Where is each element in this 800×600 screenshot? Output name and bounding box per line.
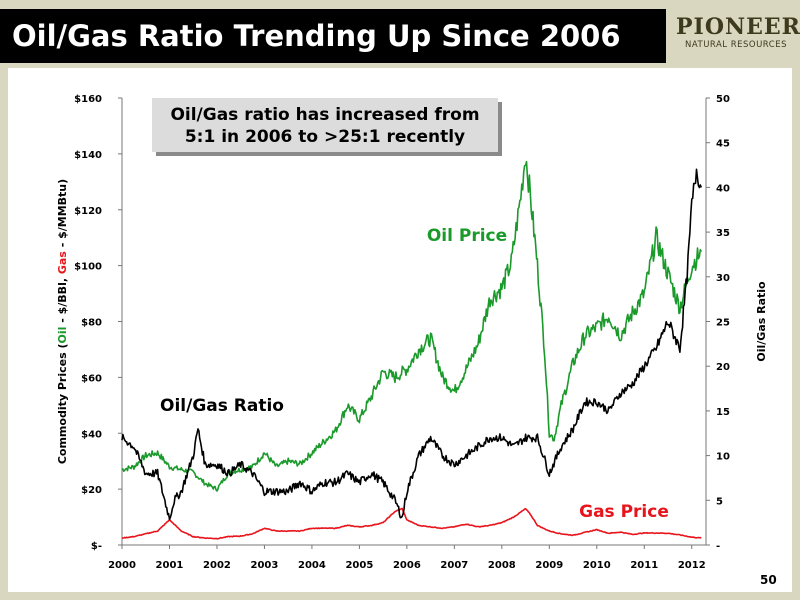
label-gas-price: Gas Price [579,502,669,522]
title-bar: Oil/Gas Ratio Trending Up Since 2006 [0,9,666,63]
page-number: 50 [760,573,777,587]
y-axis-right-title: Oil/Gas Ratio [755,281,768,362]
callout-background [152,98,498,152]
y-right-tick-label: 40 [716,183,730,194]
x-tick-label: 2010 [583,560,611,571]
y-axis-left-title: Commodity Prices (Oil - $/BBl, Gas - $/M… [56,179,69,464]
x-tick-label: 2007 [440,560,468,571]
x-tick-label: 2004 [298,560,326,571]
y-right-tick-label: 50 [716,94,730,105]
y-right-tick-label: 5 [716,496,723,507]
callout-line: Oil/Gas ratio has increased from [170,105,479,125]
x-tick-label: 2012 [678,560,706,571]
x-tick-label: 2001 [156,560,184,571]
y-left-tick-label: $- [91,541,102,552]
company-logo: PIONEER NATURAL RESOURCES [676,14,800,50]
y-right-tick-label: 45 [716,139,730,150]
y-axis-left-title-part: - $/MMBtu) [56,179,69,251]
x-tick-label: 2008 [488,560,516,571]
y-right-tick-label: 25 [716,318,730,329]
y-right-tick-label: 15 [716,407,730,418]
chart-series [121,160,703,540]
y-left-tick-label: $60 [81,373,102,384]
y-left-tick-label: $100 [74,262,102,273]
y-left-tick-label: $80 [81,318,102,329]
x-tick-label: 2011 [630,560,658,571]
y-right-tick-label: 30 [716,273,730,284]
chart-axes: $- $20 $40 $60 $80 $100 $120 $140 $160 - 5 10 15 20 25… [74,94,730,571]
x-tick-label: 2002 [203,560,231,571]
y-left-tick-label: $20 [81,485,102,496]
y-left-tick-label: $40 [81,429,102,440]
x-tick-label: 2000 [108,560,136,571]
logo-subtitle: NATURAL RESOURCES [684,40,787,50]
label-oil-gas-ratio: Oil/Gas Ratio [160,396,284,416]
callout-line: 5:1 in 2006 to >25:1 recently [185,127,465,147]
logo-name: PIONEER [676,14,800,40]
y-axis-left-title-part: Gas [56,251,69,274]
series-line-oil [121,160,703,492]
y-axis-left-title-part: Commodity Prices ( [56,344,69,465]
y-right-tick-label: 20 [716,362,730,373]
y-axis-left-title-part: Oil [56,327,69,344]
slide-title: Oil/Gas Ratio Trending Up Since 2006 [12,19,621,53]
y-right-tick-label: 10 [716,452,730,463]
y-right-tick-label: 35 [716,228,730,239]
x-tick-label: 2003 [251,560,279,571]
y-left-tick-label: $120 [74,206,102,217]
x-tick-label: 2005 [345,560,373,571]
x-tick-label: 2006 [393,560,421,571]
y-axis-left-title-part: - $/BBl, [56,274,69,326]
y-right-tick-label: - [716,541,720,552]
y-left-tick-label: $140 [74,150,102,161]
y-left-tick-label: $160 [74,94,102,105]
series-line-ratio [121,168,703,521]
series-line-gas [121,507,702,540]
label-oil-price: Oil Price [427,226,507,246]
x-tick-label: 2009 [535,560,563,571]
